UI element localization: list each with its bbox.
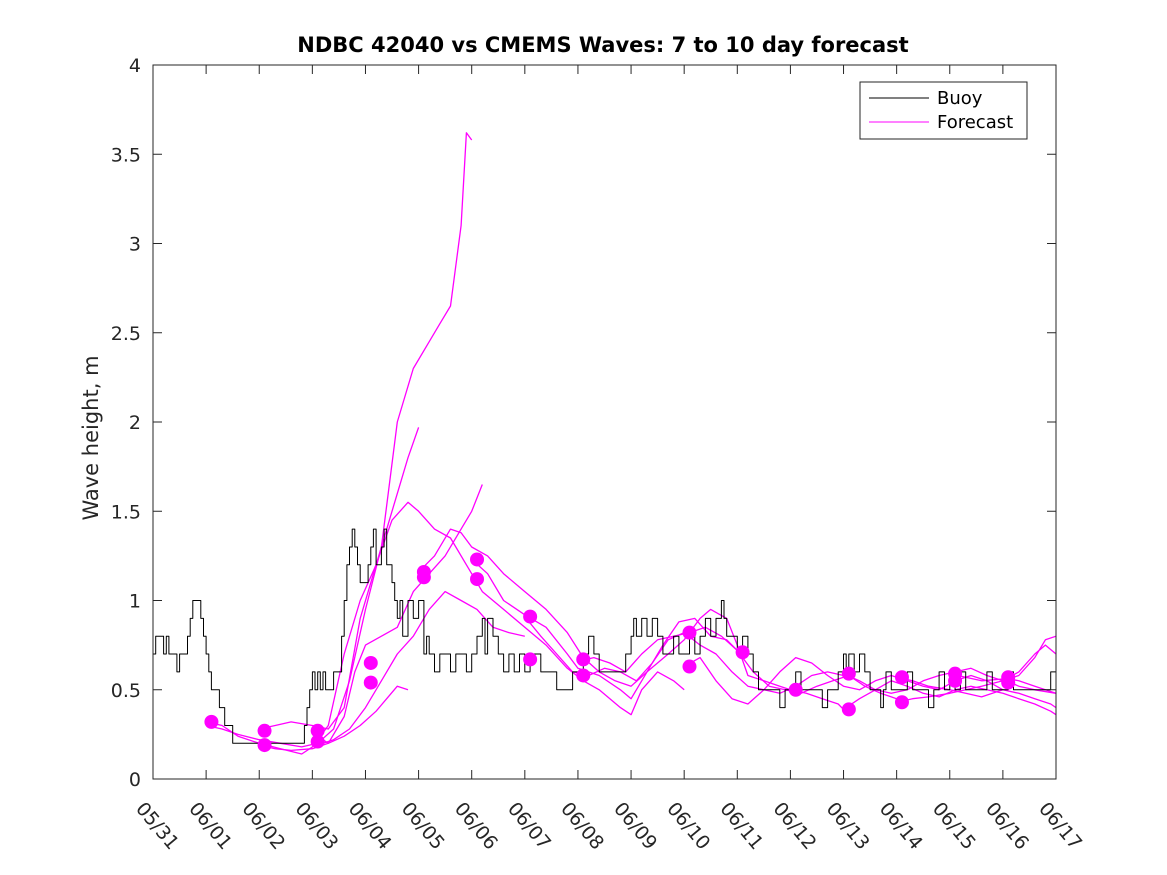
legend-buoy-label: Buoy	[937, 88, 983, 109]
forecast-start-marker	[948, 673, 963, 688]
x-tick-label: 06/05	[397, 798, 449, 854]
x-tick-label: 06/08	[556, 798, 608, 854]
marker-layer	[204, 552, 1016, 753]
y-tick-label: 3.5	[111, 144, 141, 166]
forecast-series-line-6	[259, 685, 409, 752]
y-tick-label: 1.5	[111, 501, 141, 523]
y-axis-label: Wave height, m	[79, 355, 103, 520]
forecast-start-marker	[735, 645, 750, 660]
y-tick-label: 1	[129, 591, 141, 613]
x-tick-label: 06/17	[1034, 798, 1086, 854]
buoy-series-line	[153, 528, 1056, 744]
forecast-start-marker	[310, 723, 325, 738]
y-tick-label: 2.5	[111, 323, 141, 345]
x-tick-label: 06/01	[184, 798, 236, 854]
x-tick-label: 06/14	[875, 798, 927, 854]
forecast-start-marker	[470, 552, 485, 567]
forecast-series-line-1	[205, 427, 420, 755]
forecast-series-line-12	[790, 680, 1056, 716]
x-tick-label: 06/09	[609, 798, 661, 854]
forecast-start-marker	[363, 655, 378, 670]
x-tick-label: 06/13	[822, 798, 874, 854]
series-layer	[153, 132, 1056, 755]
x-tick-label: 06/12	[769, 798, 821, 854]
forecast-series-line-4	[312, 484, 483, 744]
forecast-start-marker	[682, 625, 697, 640]
forecast-start-marker	[894, 670, 909, 685]
x-tick-label: 05/31	[131, 798, 183, 854]
forecast-start-marker	[204, 714, 219, 729]
x-tick-label: 06/07	[503, 798, 555, 854]
y-tick-label: 2	[129, 412, 141, 434]
forecast-start-marker	[576, 652, 591, 667]
forecast-start-marker	[1001, 675, 1016, 690]
forecast-start-marker	[841, 702, 856, 717]
x-tick-label: 06/06	[450, 798, 502, 854]
forecast-series-line-14	[896, 644, 1056, 703]
x-tick-label: 06/04	[344, 798, 396, 854]
forecast-series-line-2	[205, 132, 473, 748]
legend-box	[859, 81, 1028, 140]
legend: Buoy Forecast	[859, 81, 1028, 140]
forecast-start-marker	[416, 570, 431, 585]
forecast-start-marker	[841, 666, 856, 681]
forecast-series-line-3	[259, 501, 685, 730]
forecast-start-marker	[257, 723, 272, 738]
legend-forecast-label: Forecast	[937, 112, 1013, 133]
x-tick-label: 06/02	[237, 798, 289, 854]
forecast-start-marker	[523, 609, 538, 624]
chart-title: NDBC 42040 vs CMEMS Waves: 7 to 10 day f…	[297, 33, 908, 57]
x-axis: 05/31 06/01 06/02 06/03 06/04 06/05 06/06 06/07…	[131, 65, 1086, 854]
x-tick-label: 06/10	[662, 798, 714, 854]
y-tick-label: 3	[129, 234, 141, 256]
x-tick-label: 06/03	[291, 798, 343, 854]
y-tick-label: 0.5	[111, 680, 141, 702]
forecast-start-marker	[682, 659, 697, 674]
y-axis: 0 0.5 1 1.5 2 2.5 3 3.5 4	[111, 55, 1056, 791]
x-tick-label: 06/16	[981, 798, 1033, 854]
forecast-start-marker	[788, 682, 803, 697]
forecast-series-line-15	[896, 676, 1056, 709]
forecast-start-marker	[470, 572, 485, 587]
forecast-start-marker	[310, 734, 325, 749]
forecast-start-marker	[894, 695, 909, 710]
x-tick-label: 06/15	[928, 798, 980, 854]
forecast-start-marker	[257, 738, 272, 753]
forecast-start-marker	[523, 652, 538, 667]
x-tick-label: 06/11	[715, 798, 767, 854]
plot-area	[153, 132, 1056, 755]
y-tick-label: 0	[129, 769, 141, 791]
y-tick-label: 4	[129, 55, 141, 77]
forecast-start-marker	[576, 668, 591, 683]
forecast-start-marker	[363, 675, 378, 690]
